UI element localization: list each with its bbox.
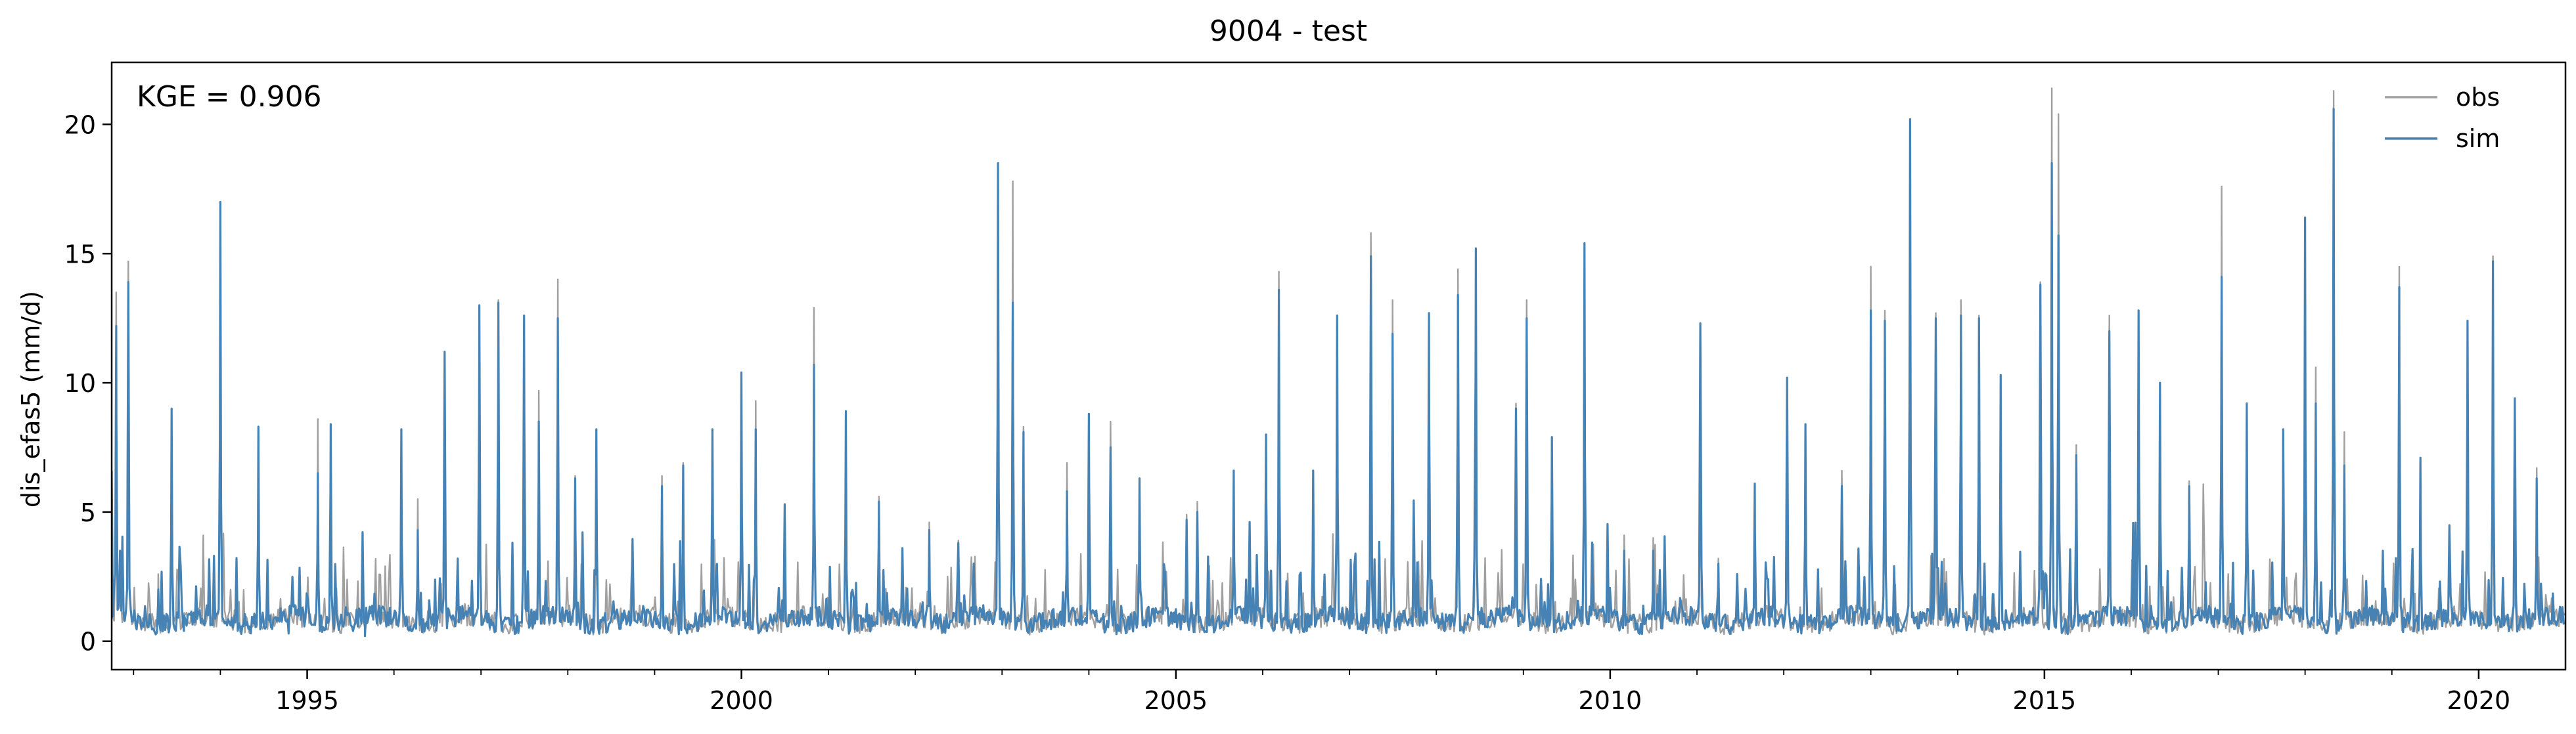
chart-title: 9004 - test (1209, 14, 1367, 48)
x-ticks: 1995 2000 2005 2010 2015 2020 (133, 670, 2510, 715)
kge-annotation: KGE = 0.906 (137, 80, 322, 114)
x-tick-label: 2015 (2013, 686, 2077, 715)
legend: obs sim (2385, 83, 2500, 153)
plot-area (112, 87, 2565, 637)
y-ticks: 0 5 10 15 20 (64, 110, 112, 657)
x-tick-label: 2010 (1579, 686, 1642, 715)
y-axis-label: dis_efas5 (mm/d) (16, 291, 45, 507)
legend-sim-label: sim (2456, 124, 2500, 153)
y-tick-label: 20 (64, 110, 96, 139)
x-tick-label: 2000 (710, 686, 773, 715)
x-tick-label: 2020 (2447, 686, 2511, 715)
series-line-sim (112, 108, 2565, 637)
y-tick-label: 15 (64, 240, 96, 269)
y-tick-label: 10 (64, 369, 96, 398)
x-tick-label: 1995 (275, 686, 339, 715)
legend-obs-label: obs (2456, 83, 2500, 112)
y-tick-label: 5 (80, 498, 96, 527)
x-tick-label: 2005 (1144, 686, 1208, 715)
y-tick-label: 0 (80, 628, 96, 657)
axes-frame (110, 61, 2567, 671)
